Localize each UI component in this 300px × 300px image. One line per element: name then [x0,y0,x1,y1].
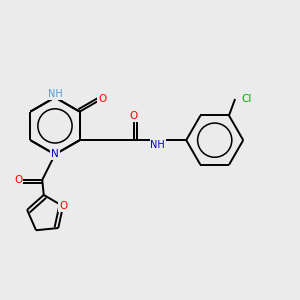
Text: NH: NH [48,89,62,99]
Text: O: O [14,175,22,185]
Text: NH: NH [150,140,165,150]
Text: N: N [51,149,59,159]
Text: O: O [98,94,106,104]
Text: O: O [59,201,67,211]
Text: O: O [130,111,138,122]
Text: Cl: Cl [242,94,252,104]
